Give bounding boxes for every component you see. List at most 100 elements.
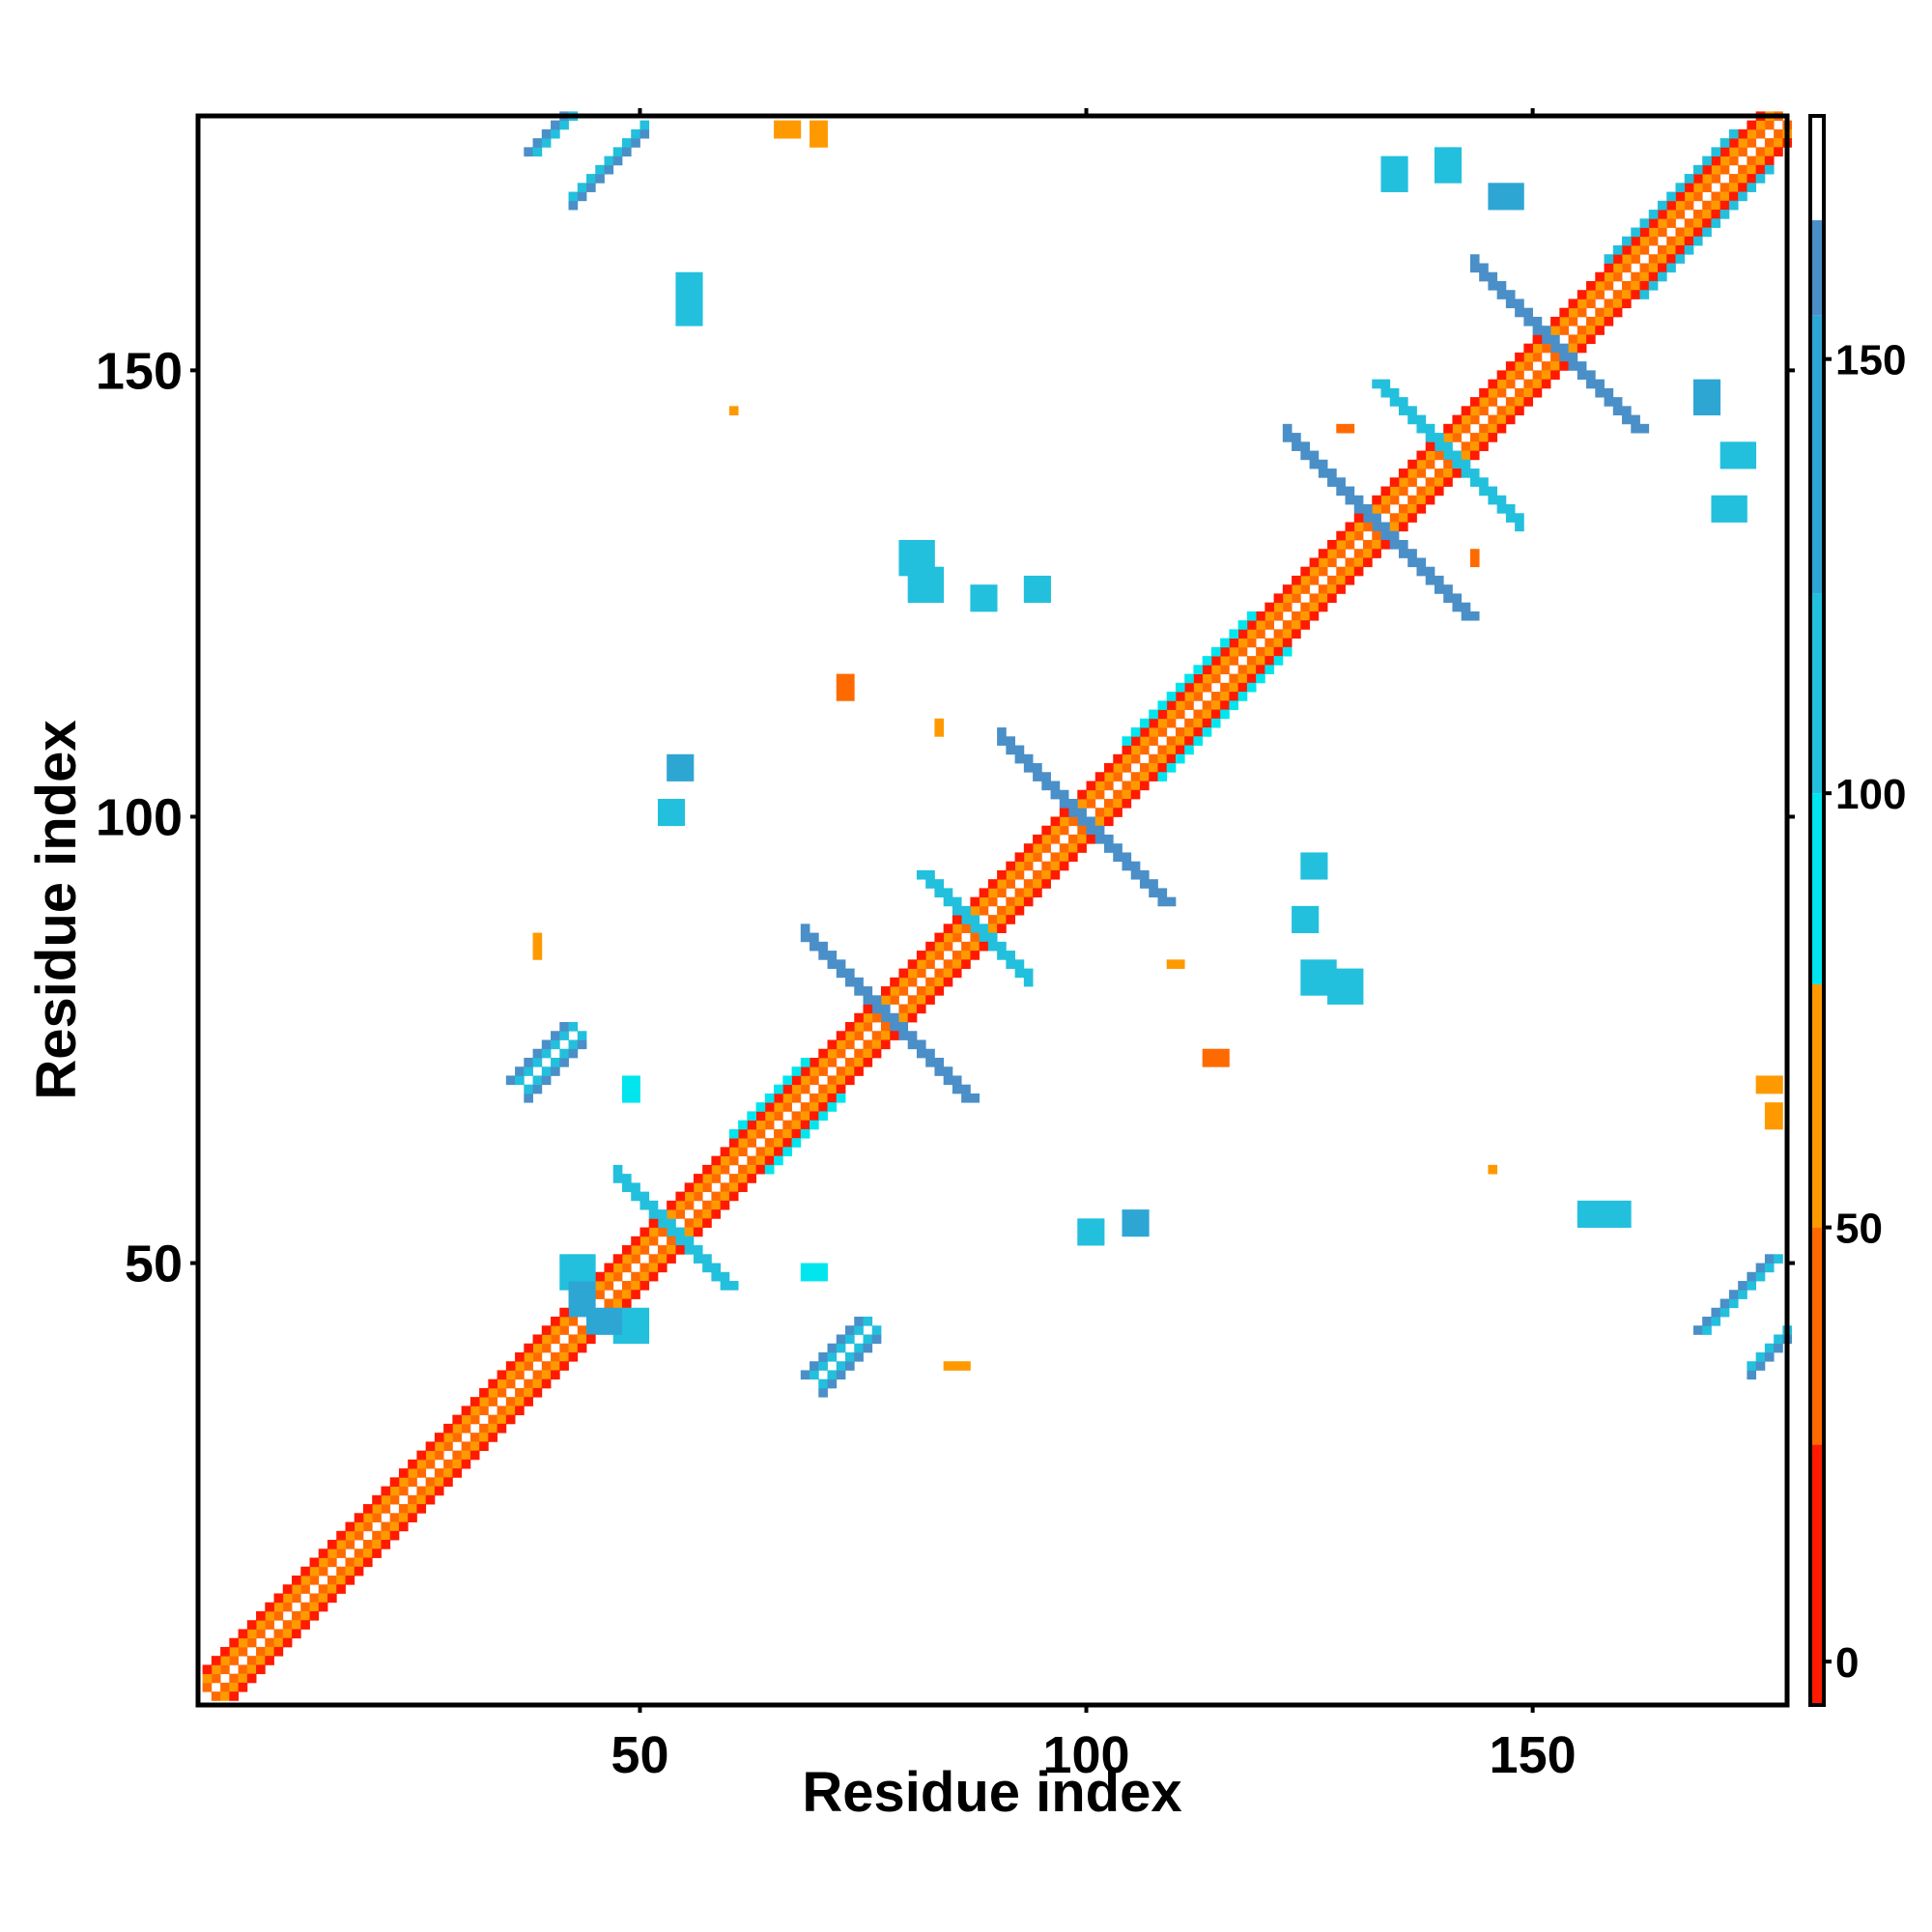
heatmap-cell	[505, 1075, 516, 1086]
heatmap-cell	[265, 1637, 274, 1648]
heatmap-cell	[1318, 869, 1328, 880]
heatmap-cell	[631, 138, 640, 148]
heatmap-cell	[1033, 834, 1042, 844]
heatmap-cell	[1282, 602, 1293, 612]
heatmap-cell	[1595, 271, 1605, 282]
heatmap-cell	[1595, 379, 1605, 389]
heatmap-cell	[1041, 861, 1051, 871]
heatmap-cell	[1612, 397, 1623, 407]
heatmap-cell	[1139, 718, 1150, 728]
heatmap-cell	[755, 1128, 766, 1139]
colorbar-band	[1810, 593, 1824, 794]
heatmap-cell	[782, 128, 792, 139]
heatmap-cell	[836, 1031, 846, 1040]
heatmap-cell	[461, 1459, 471, 1469]
colorbar-band	[1810, 315, 1824, 594]
heatmap-cell	[577, 183, 587, 192]
heatmap-cell	[702, 1209, 712, 1219]
heatmap-cell	[1425, 495, 1435, 505]
heatmap-cell	[863, 1343, 873, 1353]
heatmap-cell	[1309, 905, 1320, 916]
heatmap-cell	[1077, 825, 1087, 836]
heatmap-cell	[934, 566, 945, 577]
heatmap-cell	[1389, 387, 1400, 398]
heatmap-cell	[1237, 665, 1248, 674]
heatmap-cell	[970, 584, 980, 594]
heatmap-cell	[1157, 763, 1168, 773]
heatmap-cell	[961, 959, 971, 969]
heatmap-cell	[916, 1048, 926, 1059]
heatmap-cell	[1380, 174, 1391, 184]
heatmap-cell	[1452, 156, 1463, 166]
heatmap-cell	[559, 1351, 569, 1362]
heatmap-cell	[621, 1263, 632, 1273]
heatmap-cell	[1229, 638, 1239, 648]
heatmap-cell	[1443, 156, 1453, 166]
heatmap-cell	[524, 1397, 533, 1406]
heatmap-cell	[1023, 843, 1034, 853]
heatmap-cell	[1764, 1254, 1775, 1264]
heatmap-cell	[1774, 1084, 1783, 1094]
heatmap-cell	[1014, 888, 1025, 898]
heatmap-cell	[1345, 968, 1355, 979]
heatmap-cell	[1728, 441, 1739, 451]
heatmap-cell	[1104, 816, 1114, 827]
heatmap-cell	[1041, 575, 1051, 585]
heatmap-cell	[577, 1290, 587, 1299]
heatmap-cell	[595, 164, 605, 175]
heatmap-cell	[925, 566, 935, 577]
heatmap-cell	[836, 1361, 846, 1371]
heatmap-cell	[667, 1227, 676, 1237]
heatmap-cell	[1505, 504, 1516, 514]
heatmap-cell	[1523, 397, 1534, 407]
heatmap-cell	[711, 1164, 722, 1175]
heatmap-cell	[684, 753, 695, 764]
heatmap-cell	[631, 128, 640, 139]
heatmap-cell	[488, 1433, 497, 1442]
heatmap-cell	[1755, 1271, 1766, 1282]
heatmap-cell	[469, 1433, 480, 1442]
heatmap-cell	[1139, 772, 1150, 781]
heatmap-cell	[1658, 227, 1667, 238]
heatmap-cell	[916, 1004, 926, 1014]
heatmap-cell	[408, 1494, 417, 1505]
heatmap-cell	[1006, 959, 1015, 969]
heatmap-cell	[1505, 361, 1516, 371]
heatmap-cell	[747, 1128, 756, 1139]
heatmap-cell	[1425, 477, 1435, 487]
heatmap-cell	[1059, 825, 1069, 836]
heatmap-cell	[309, 1557, 320, 1568]
heatmap-cell	[1505, 370, 1516, 381]
heatmap-cell	[818, 1057, 828, 1067]
heatmap-cell	[532, 1084, 543, 1094]
heatmap-cell	[1479, 433, 1489, 442]
heatmap-cell	[1023, 584, 1034, 594]
heatmap-cell	[728, 1147, 739, 1157]
colorbar-band	[1810, 219, 1824, 316]
heatmap-cell	[1086, 834, 1096, 844]
heatmap-cell	[1488, 414, 1498, 425]
x-axis-title: Residue index	[802, 1761, 1181, 1824]
heatmap-cell	[220, 1664, 230, 1675]
heatmap-cell	[898, 1012, 909, 1023]
heatmap-cell	[1345, 977, 1355, 987]
heatmap-cell	[1488, 191, 1498, 202]
heatmap-cell	[1604, 280, 1614, 291]
heatmap-cell	[1336, 477, 1346, 487]
heatmap-cell	[309, 1566, 320, 1577]
heatmap-cell	[845, 1057, 855, 1067]
colorbar-tick-label: 50	[1835, 1206, 1883, 1253]
heatmap-cell	[1738, 513, 1747, 523]
heatmap-cell	[1550, 326, 1560, 335]
heatmap-cell	[810, 932, 819, 943]
heatmap-cell	[1363, 504, 1373, 514]
heatmap-cell	[524, 147, 533, 156]
heatmap-cell	[469, 1406, 480, 1416]
heatmap-cell	[934, 977, 945, 987]
heatmap-cell	[1023, 763, 1034, 773]
heatmap-cell	[577, 1039, 587, 1050]
heatmap-cell	[1675, 200, 1686, 211]
heatmap-cell	[997, 869, 1007, 880]
heatmap-cell	[1595, 290, 1605, 299]
heatmap-cell	[631, 1281, 640, 1291]
